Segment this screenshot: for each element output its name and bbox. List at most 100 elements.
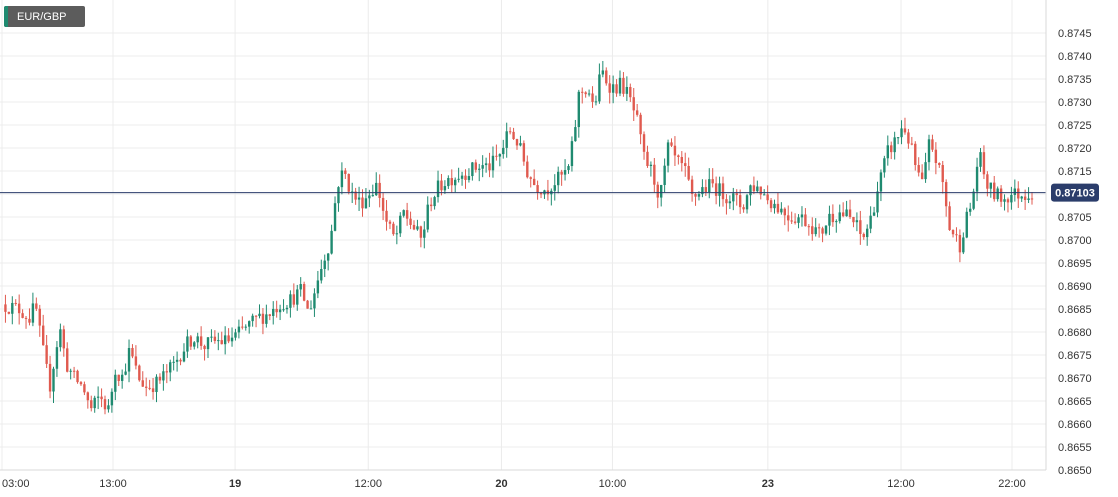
- y-tick-label: 0.8735: [1058, 74, 1092, 86]
- candle-body: [817, 227, 821, 229]
- candle: [35, 297, 38, 312]
- candle-body: [278, 309, 282, 313]
- candle-body: [151, 388, 155, 393]
- candle-body: [972, 191, 975, 209]
- candle-body: [419, 226, 423, 238]
- candle-body: [642, 134, 646, 152]
- candle-body: [598, 74, 601, 102]
- candle-body: [416, 226, 419, 230]
- candle: [484, 157, 488, 173]
- candle-body: [450, 178, 453, 186]
- candle-body: [148, 387, 151, 389]
- candle-body: [852, 216, 855, 223]
- candle-body: [924, 162, 927, 180]
- candle-body: [158, 376, 162, 381]
- candle: [680, 151, 683, 172]
- candle-body: [460, 175, 464, 179]
- candle: [828, 205, 831, 236]
- candle: [790, 211, 793, 224]
- candle: [265, 304, 268, 328]
- candle-body: [745, 195, 749, 210]
- candle: [405, 202, 409, 226]
- candle-body: [316, 280, 320, 294]
- candle: [965, 207, 968, 239]
- candle-body: [625, 86, 629, 94]
- y-tick-label: 0.8730: [1058, 97, 1092, 109]
- candle-body: [975, 166, 979, 192]
- candle-body: [951, 229, 955, 235]
- candle-body: [127, 347, 131, 372]
- candle-body: [591, 93, 594, 102]
- candle-body: [831, 213, 835, 223]
- candle: [824, 225, 828, 236]
- candle: [979, 147, 982, 172]
- candle-body: [320, 269, 323, 281]
- candle: [316, 270, 320, 299]
- candle: [436, 170, 440, 203]
- candle-body: [931, 139, 934, 150]
- candle: [62, 325, 65, 357]
- candle: [199, 326, 203, 350]
- candle-body: [96, 396, 100, 398]
- candle: [186, 329, 189, 358]
- candle: [721, 176, 725, 207]
- candle-body: [1010, 194, 1013, 203]
- candle: [649, 161, 653, 177]
- legend-swatch: [4, 6, 8, 27]
- candle-body: [780, 208, 783, 213]
- candle-body: [299, 284, 302, 290]
- candle: [845, 200, 848, 217]
- candle: [268, 313, 271, 321]
- candle: [526, 155, 529, 179]
- candle-body: [265, 314, 268, 324]
- candle: [223, 326, 227, 355]
- candle-body: [464, 175, 467, 180]
- candle: [773, 199, 776, 214]
- candle: [83, 381, 86, 396]
- current-price-badge: 0.87103: [1051, 183, 1099, 202]
- candle-body: [395, 233, 399, 235]
- candle: [210, 329, 213, 343]
- candle: [673, 136, 677, 167]
- candle: [93, 395, 96, 413]
- candle-body: [1006, 199, 1010, 203]
- candle-body: [227, 335, 230, 342]
- candle: [478, 163, 481, 182]
- symbol-legend[interactable]: EUR/GBP: [4, 6, 85, 27]
- y-tick-label: 0.8720: [1058, 143, 1092, 155]
- candle: [371, 184, 374, 197]
- candle: [292, 283, 296, 308]
- candle: [196, 332, 199, 349]
- candle: [364, 188, 368, 209]
- candle: [831, 204, 835, 227]
- candle-body: [292, 294, 296, 305]
- candle: [272, 301, 275, 325]
- y-tick-label: 0.8690: [1058, 281, 1092, 293]
- candle: [886, 135, 889, 166]
- candle: [76, 369, 79, 384]
- candle-body: [405, 210, 409, 219]
- candle-body: [982, 152, 986, 175]
- candle-body: [296, 289, 299, 305]
- candle-body: [557, 171, 560, 186]
- candle-body: [141, 380, 144, 387]
- y-tick-label: 0.8665: [1058, 396, 1092, 408]
- candle-body: [1027, 198, 1030, 200]
- x-tick-label: 12:00: [355, 478, 383, 490]
- candle-body: [838, 212, 841, 222]
- candle-body: [134, 356, 138, 366]
- candle-body: [965, 211, 968, 238]
- candle: [1003, 194, 1006, 211]
- candle-body: [189, 336, 193, 347]
- candle-body: [618, 77, 622, 94]
- candle: [883, 155, 886, 178]
- candle-body: [900, 128, 903, 138]
- candle: [745, 193, 749, 214]
- candle-body: [828, 213, 831, 226]
- candle: [611, 75, 615, 104]
- candle-body: [581, 91, 584, 93]
- candle: [728, 195, 732, 209]
- candle-body: [145, 386, 148, 388]
- x-tick-label: 19: [229, 478, 241, 490]
